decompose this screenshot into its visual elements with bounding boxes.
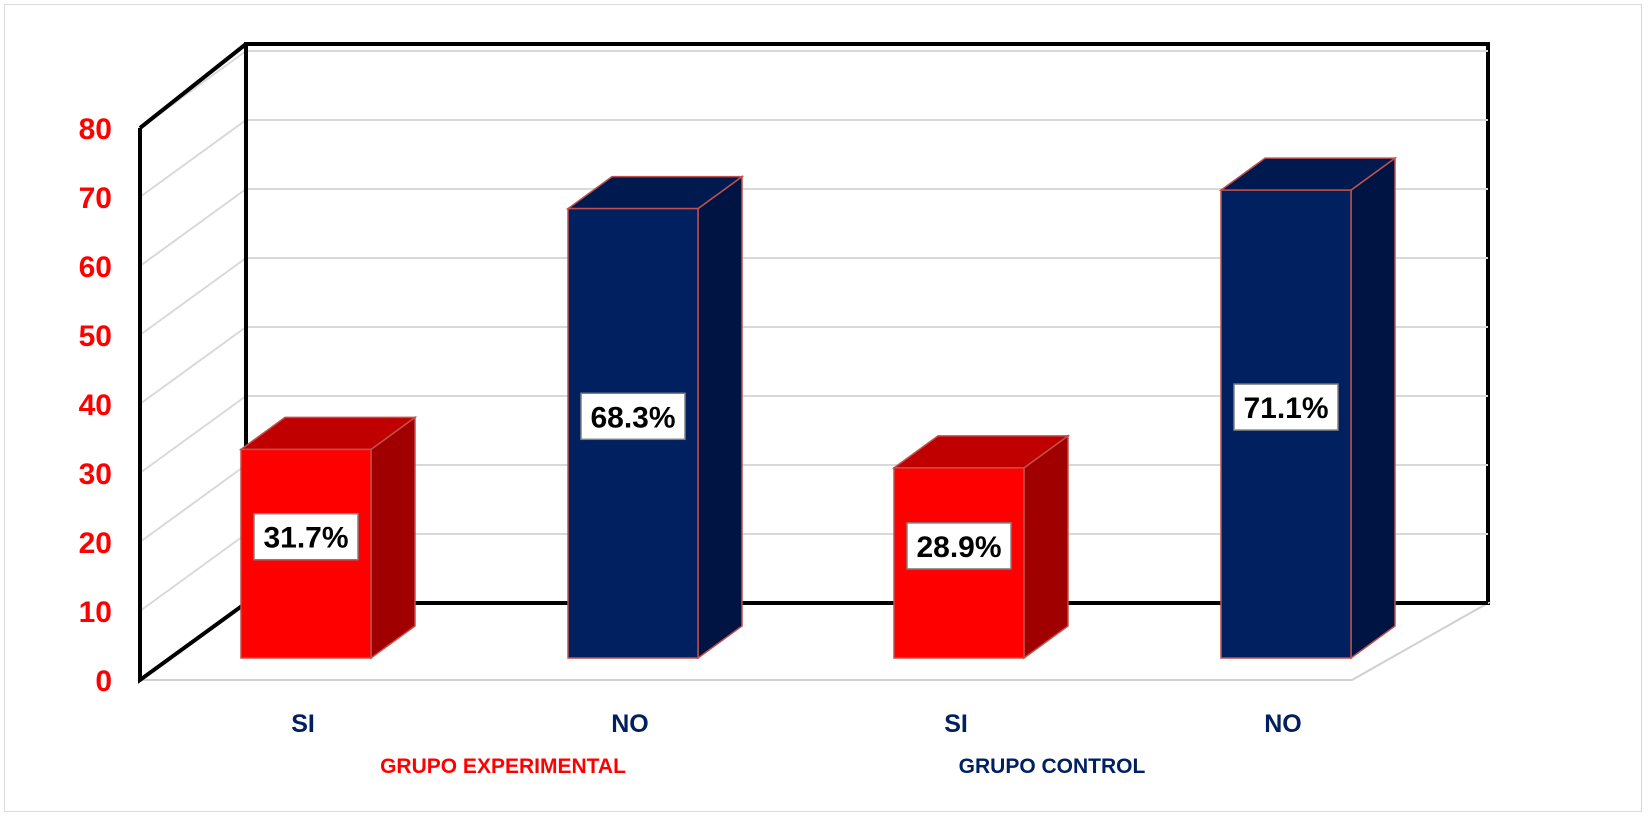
data-label-box [580,392,686,441]
bar-side [1023,434,1069,660]
y-tick-label: 70 [79,182,112,215]
data-label: 71.1% [1233,383,1339,431]
x-axis-categories: SI NO SI NO [291,710,1302,738]
bar-side [1350,156,1396,660]
y-tick-label: 10 [79,596,112,629]
data-label: 31.7% [253,512,359,561]
data-label: 68.3% [580,392,686,441]
side-gridline [139,188,247,267]
y-tick-label: 60 [79,251,112,284]
data-labels: 31.7% 68.3% 28.9% 71.1% [253,383,1339,570]
bar-side [697,175,743,660]
group-label-experimental: GRUPO EXPERIMENTAL [380,755,626,778]
data-label-text: 71.1% [1243,392,1328,425]
group-label-control: GRUPO CONTROL [959,755,1146,778]
data-label-box [1233,383,1339,431]
group-labels: GRUPO EXPERIMENTAL GRUPO CONTROL [380,755,1145,778]
side-gridline [139,257,247,336]
side-wall-top [138,42,248,130]
side-gridline [139,119,247,198]
x-category-label: SI [291,710,315,738]
y-tick-label: 20 [79,527,112,560]
side-gridline [139,395,247,474]
bar-side [370,415,416,660]
x-category-label: SI [944,710,968,738]
data-label-text: 28.9% [916,531,1001,564]
y-tick-label: 80 [79,113,112,146]
bars [238,156,1398,660]
x-category-label: NO [1264,710,1302,738]
y-axis-ticks: 0 10 20 30 40 50 60 70 80 [79,113,112,698]
y-tick-label: 0 [95,665,112,698]
side-gridline [139,464,247,543]
data-label-box [253,512,359,561]
value-axis [138,44,248,684]
data-label-box [906,522,1012,570]
x-category-label: NO [611,710,649,738]
y-tick-label: 50 [79,320,112,353]
side-gridline [139,326,247,405]
data-label-text: 31.7% [263,522,348,555]
y-tick-label: 30 [79,458,112,491]
y-tick-label: 40 [79,389,112,422]
data-label-text: 68.3% [590,401,675,434]
side-gridline [139,533,247,612]
data-label: 28.9% [906,522,1012,570]
